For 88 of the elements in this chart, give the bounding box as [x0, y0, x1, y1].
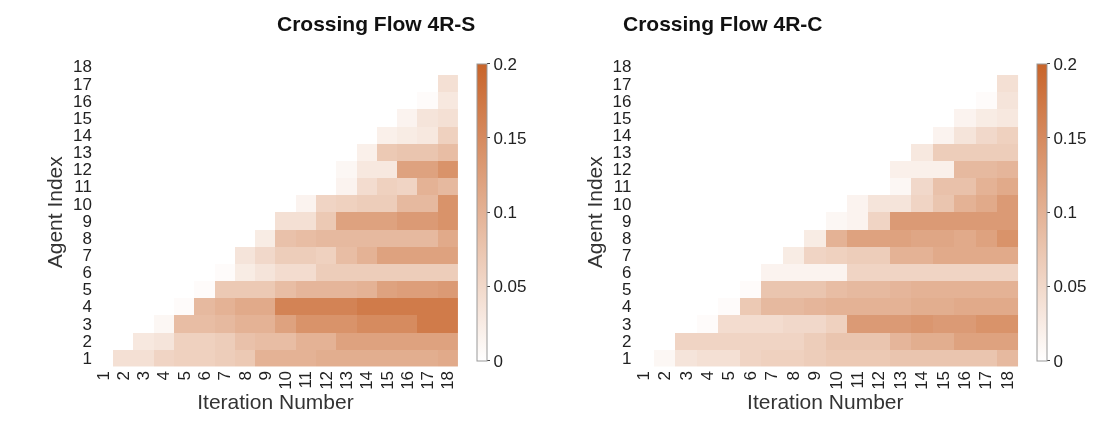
color-bar-label: 0.15: [493, 128, 527, 148]
x-axis-title: Iteration Number: [197, 389, 354, 413]
x-tick-label: 7: [215, 370, 235, 381]
x-tick-label: 15: [933, 370, 953, 390]
x-tick-label: 12: [869, 370, 889, 390]
y-tick-label: 11: [613, 177, 632, 197]
x-tick-label: 14: [912, 370, 932, 390]
x-tick-label: 2: [113, 370, 133, 381]
y-tick-label: 16: [612, 91, 632, 111]
color-bar-label: 0: [493, 351, 503, 371]
x-tick-label: 7: [762, 370, 782, 381]
x-tick-label: 16: [955, 370, 975, 390]
x-tick-label: 4: [154, 370, 174, 381]
color-bar-label: 0.2: [1053, 54, 1078, 74]
y-tick-label: 18: [612, 57, 632, 77]
y-tick-label: 1: [82, 348, 92, 368]
x-tick-label: 15: [377, 370, 397, 390]
y-tick-label: 4: [82, 297, 92, 317]
x-tick-label: 5: [174, 370, 194, 381]
color-bar-label: 0: [1053, 351, 1063, 371]
x-tick-label: 17: [418, 370, 438, 390]
x-tick-label: 10: [276, 370, 296, 390]
x-tick-label: 12: [316, 370, 336, 390]
y-tick-label: 5: [82, 280, 92, 300]
y-tick-label: 2: [622, 331, 632, 351]
x-tick-label: 9: [805, 370, 825, 381]
y-tick-label: 17: [73, 74, 92, 94]
y-tick-label: 13: [612, 143, 632, 163]
y-tick-label: 9: [82, 211, 92, 231]
x-tick-label: 1: [633, 370, 653, 381]
x-tick-label: 17: [976, 370, 996, 390]
y-tick-label: 3: [82, 314, 92, 334]
y-tick-label: 8: [622, 228, 632, 248]
x-tick-label: 13: [336, 370, 356, 390]
y-tick-label: 10: [73, 194, 92, 214]
y-tick-label: 16: [73, 91, 92, 111]
color-bar-label: 0.15: [1053, 128, 1087, 148]
x-axis-title: Iteration Number: [747, 389, 904, 413]
y-axis-title: Agent Index: [582, 155, 606, 269]
y-tick-label: 12: [612, 160, 632, 180]
x-tick-label: 6: [740, 370, 760, 381]
y-tick-label: 17: [612, 74, 632, 94]
color-bar-label: 0.2: [493, 54, 518, 74]
y-tick-label: 15: [73, 108, 92, 128]
y-tick-label: 7: [622, 246, 632, 266]
x-tick-label: 11: [847, 370, 867, 389]
x-tick-label: 9: [255, 370, 275, 381]
x-tick-label: 5: [719, 370, 739, 381]
y-tick-label: 13: [73, 143, 92, 163]
x-tick-label: 13: [890, 370, 910, 390]
x-tick-label: 11: [296, 370, 316, 389]
x-tick-label: 8: [235, 370, 255, 381]
y-tick-label: 14: [73, 126, 92, 146]
x-tick-label: 1: [93, 370, 113, 381]
y-tick-label: 5: [622, 280, 632, 300]
y-tick-label: 6: [82, 263, 92, 283]
x-tick-label: 3: [134, 370, 154, 381]
y-tick-label: 15: [612, 108, 632, 128]
chart-title: Crossing Flow 4R-C: [623, 12, 823, 35]
y-tick-label: 6: [622, 263, 632, 283]
y-tick-label: 8: [82, 228, 92, 248]
y-axis-title: Agent Index: [43, 155, 67, 269]
x-tick-label: 16: [397, 370, 417, 390]
y-tick-label: 4: [622, 297, 632, 317]
x-tick-label: 18: [997, 370, 1017, 390]
y-tick-label: 3: [622, 314, 632, 334]
x-tick-label: 6: [195, 370, 215, 381]
x-tick-label: 3: [676, 370, 696, 381]
color-bar-label: 0.05: [493, 277, 527, 297]
y-tick-label: 12: [73, 160, 92, 180]
x-tick-label: 14: [357, 370, 377, 390]
x-tick-label: 8: [783, 370, 803, 381]
chart-title: Crossing Flow 4R-S: [277, 12, 476, 35]
color-bar-label: 0.1: [1053, 203, 1078, 223]
x-tick-label: 4: [698, 370, 717, 381]
y-tick-label: 7: [82, 246, 92, 266]
y-tick-label: 9: [622, 211, 632, 231]
color-bar-label: 0.1: [493, 203, 518, 223]
x-tick-label: 18: [438, 370, 458, 390]
color-bar-label: 0.05: [1053, 277, 1087, 297]
y-tick-label: 1: [622, 348, 632, 368]
x-tick-label: 10: [826, 370, 846, 390]
y-tick-label: 2: [82, 331, 92, 351]
y-tick-label: 18: [73, 57, 92, 77]
y-tick-label: 10: [612, 194, 632, 214]
y-tick-label: 11: [74, 177, 92, 197]
y-tick-label: 14: [612, 126, 632, 146]
x-tick-label: 2: [655, 370, 675, 381]
